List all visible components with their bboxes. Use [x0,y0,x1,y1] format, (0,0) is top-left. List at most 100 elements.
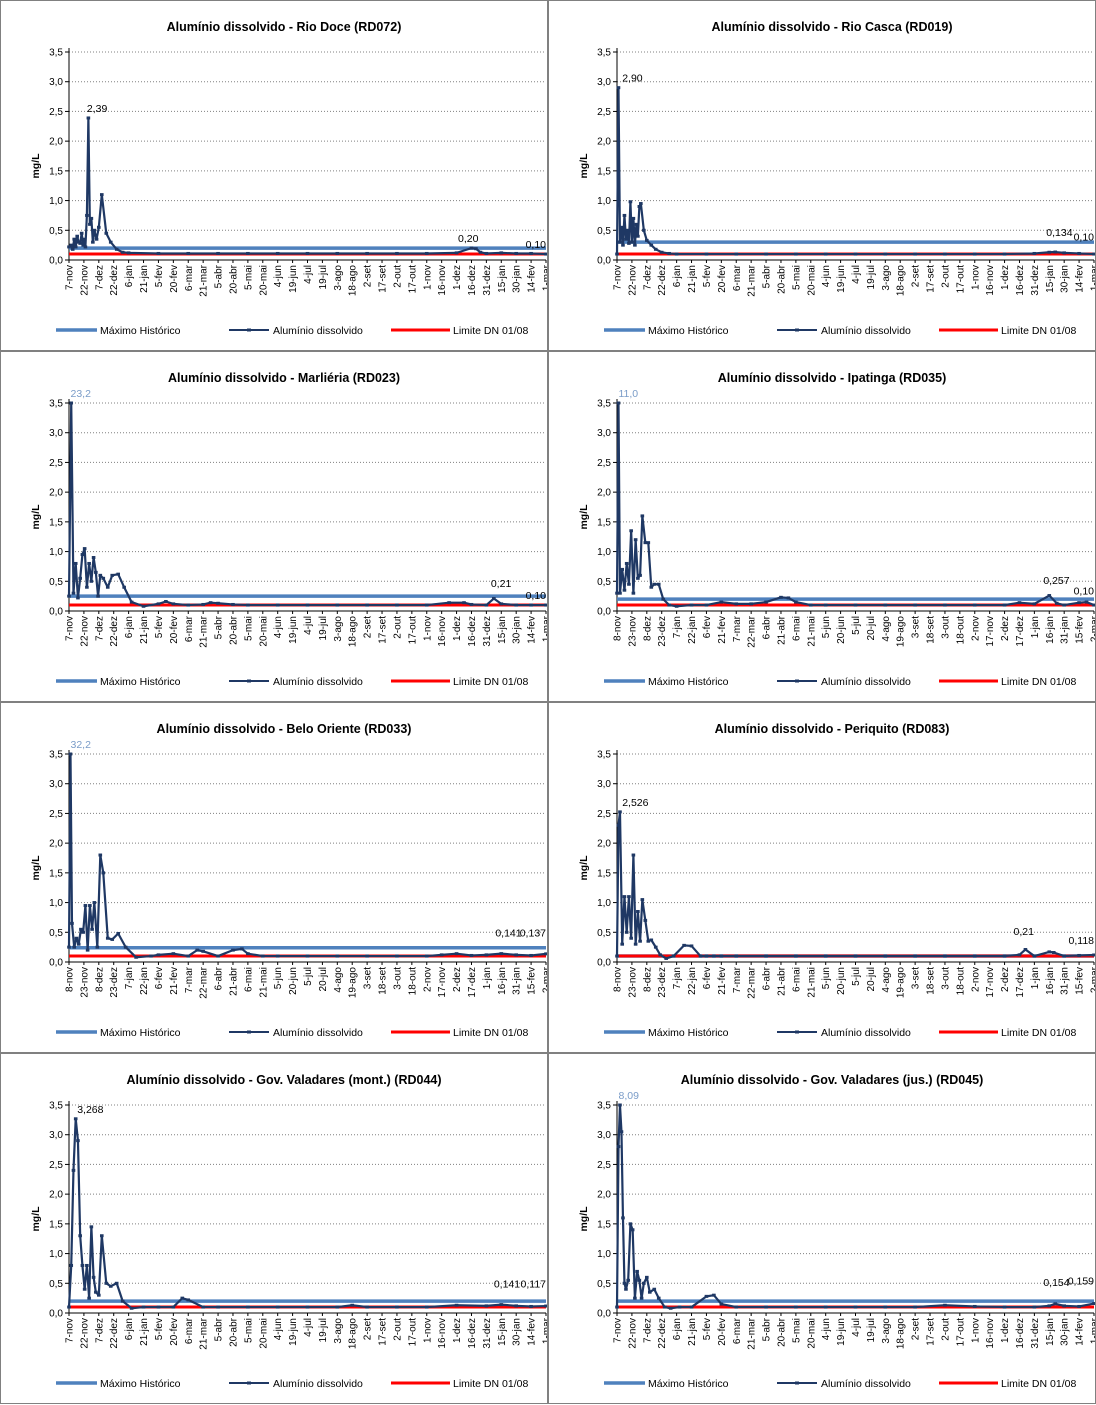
series-point [1092,603,1095,607]
y-axis-label: mg/L [578,153,590,179]
x-tick-label: 5-fev [154,1318,165,1340]
legend-label: Máximo Histórico [100,1378,181,1390]
series-point [883,603,888,607]
x-tick-label: 18-set [926,616,937,644]
x-tick-label: 1-mar [542,264,548,291]
series-point [943,603,947,607]
legend-label: Limite DN 01/08 [1001,676,1076,688]
series-point [96,594,100,598]
series-point [943,1303,947,1307]
series-point [120,250,125,254]
x-tick-label: 5-jul [303,967,314,986]
x-tick-label: 22-jan [687,616,698,644]
series-point [1077,953,1081,957]
data-label: 0,10 [526,239,547,251]
x-tick-label: 30-jan [512,616,523,644]
x-tick-label: 3-out [940,616,951,639]
data-label: 0,117 [521,1278,547,1290]
series-point [636,234,640,238]
series-point [156,1305,161,1309]
series-point [104,1281,109,1285]
series-point [85,948,90,952]
series-point [186,603,191,607]
x-tick-label: 2-dez [1000,616,1011,641]
series-point [1051,950,1056,954]
x-tick-label: 3-set [911,616,922,638]
y-tick-label: 2,0 [597,839,611,850]
legend-label: Máximo Histórico [648,676,729,688]
x-tick-label: 2-out [392,1318,403,1341]
y-tick-label: 0,0 [597,1309,611,1320]
series-point [260,954,265,958]
x-tick-label: 7-dez [94,616,105,641]
x-tick-label: 22-dez [109,265,120,296]
x-tick-label: 19-jun [288,1318,299,1346]
x-tick-label: 20-jun [836,967,847,995]
chart-svg: Alumínio dissolvido - Marliéria (RD023) 0… [30,371,547,688]
x-tick-label: 2-dez [1000,967,1011,992]
y-axis-label: mg/L [30,855,42,881]
series-point [823,252,828,256]
x-tick-label: 23-nov [79,967,90,998]
series-point [454,251,459,255]
x-tick-label: 5-fev [154,265,165,287]
y-tick-label: 3,5 [49,1101,63,1112]
legend-label: Máximo Histórico [648,1378,729,1390]
series-point [652,1287,657,1291]
series-point [764,954,768,958]
series-point [1062,251,1066,255]
series-point [618,591,622,595]
x-tick-label: 17-set [926,265,937,293]
series-point [659,250,664,254]
y-tick-label: 0,0 [597,256,611,267]
series-point [201,949,205,953]
series-point [698,954,703,958]
x-tick-label: 22-dez [109,616,120,647]
x-tick-label: 6-mar [184,615,195,642]
x-tick-label: 21-jan [139,616,150,644]
x-tick-label: 4-jul [303,616,314,635]
series-point [913,603,917,607]
x-tick-label: 2-set [363,1318,374,1340]
series-point [92,228,97,232]
series-point [529,1304,533,1308]
x-tick-label: 3-ago [333,265,344,291]
series-point [305,954,310,958]
x-tick-label: 19-jul [866,265,877,289]
series-point [72,237,77,241]
x-tick-label: 20-fev [717,265,728,293]
series-point [913,252,917,256]
series-point [141,604,146,608]
series-point [786,596,791,600]
x-tick-label: 31-jan [1060,616,1071,644]
series-point [246,603,250,607]
series-point [141,1305,146,1309]
x-tick-label: 4-jun [273,616,284,638]
series-point [656,582,661,586]
x-tick-label: 1-nov [422,1318,433,1343]
x-tick-label: 19-ago [896,967,907,999]
x-tick-label: 5-jun [273,967,284,989]
x-tick-label: 1-nov [970,1318,981,1343]
x-tick-label: 16-jan [1045,967,1056,995]
series-point [73,561,78,565]
series-point [1092,1302,1095,1306]
series-point [216,251,220,255]
legend-label: Limite DN 01/08 [453,1027,528,1039]
series-point [616,823,621,827]
series-point [395,251,399,255]
data-label: 11,0 [618,388,638,400]
series-point [116,572,120,576]
x-tick-label: 31-dez [1030,265,1041,296]
series-point [123,945,128,949]
series-point [81,243,85,247]
series-point [764,600,768,604]
series-point [134,955,138,959]
x-tick-label: 16-dez [467,1318,478,1349]
x-tick-label: 4-jul [851,265,862,284]
x-tick-label: 5-abr [214,1317,225,1341]
legend-label: Alumínio dissolvido [273,676,363,688]
series-point [87,1296,91,1300]
x-tick-label: 17-set [378,265,389,293]
x-tick-label: 22-jan [687,967,698,995]
